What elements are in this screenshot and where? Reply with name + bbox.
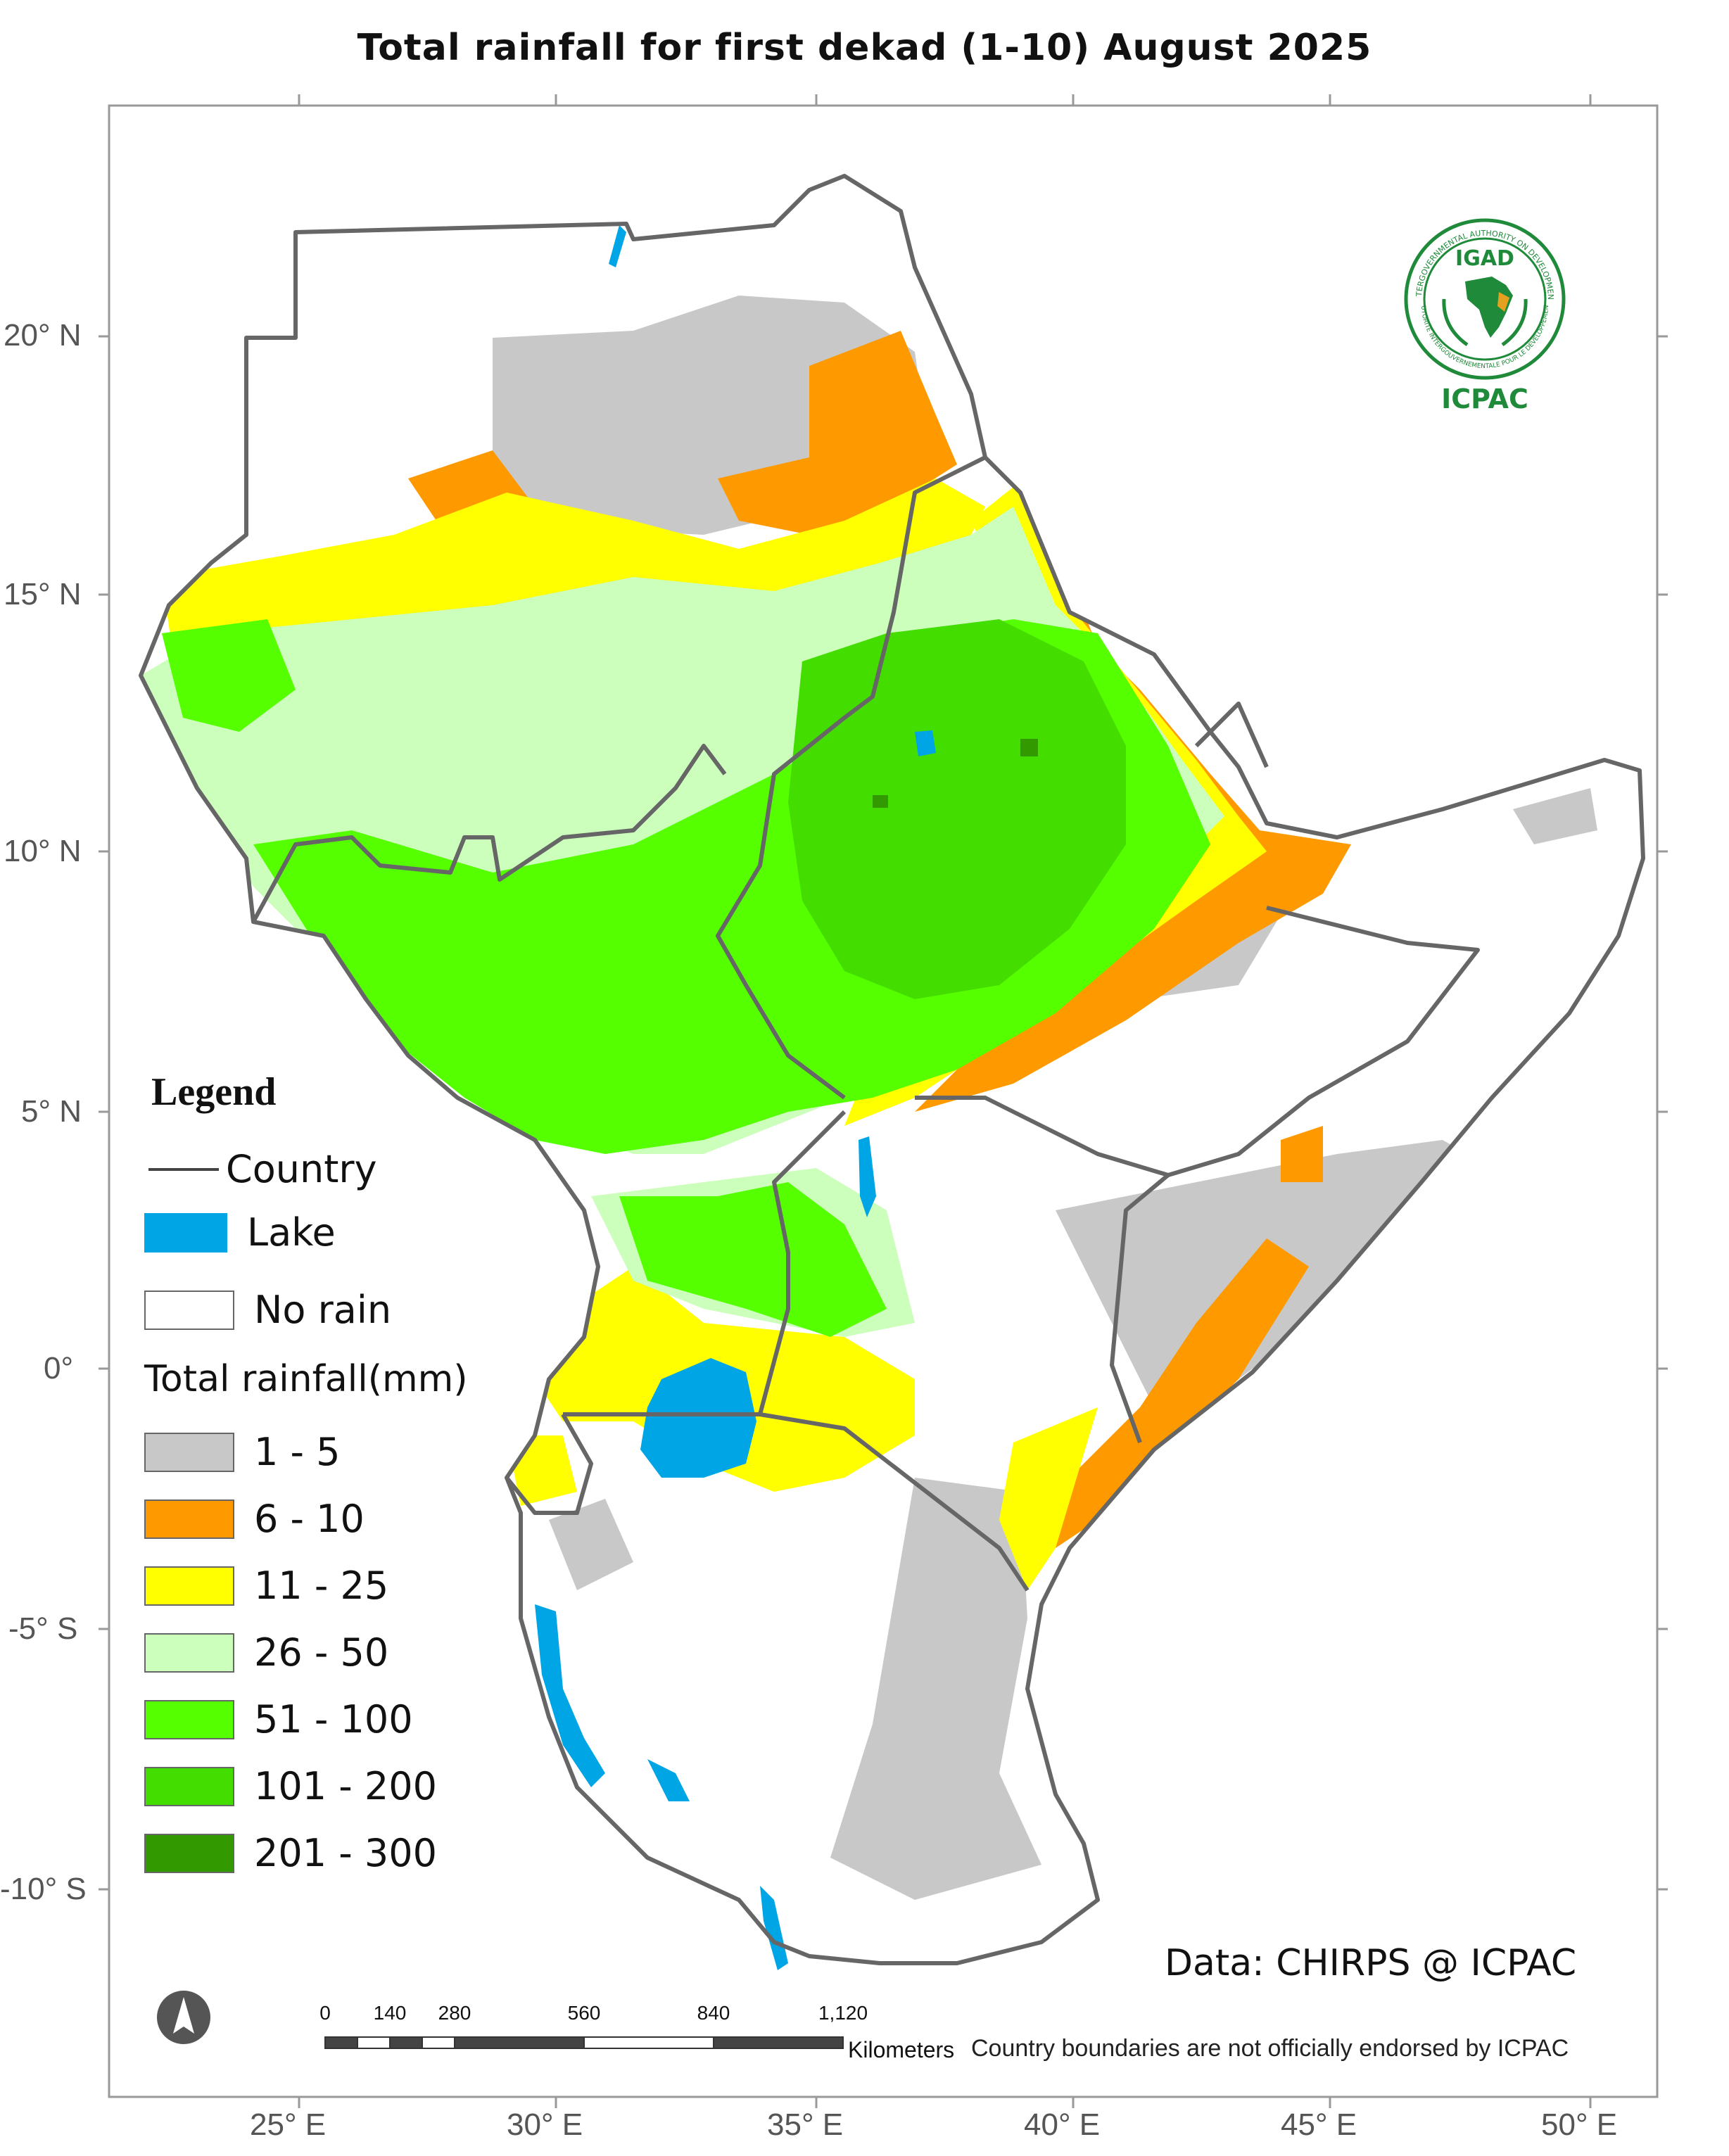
igad-icpac-logo: IGAD INTERGOVERNMENTAL AUTHORITY ON DEVE… — [1398, 208, 1569, 419]
rainfall-class-101-200 — [788, 619, 1126, 999]
legend-class-label: 26 - 50 — [254, 1630, 389, 1675]
swatch-26-50 — [144, 1632, 234, 1673]
lake-rukwa — [647, 1759, 690, 1801]
legend-no-rain: No rain — [144, 1288, 391, 1332]
swatch-51-100 — [144, 1699, 234, 1739]
legend-class-1: 1 - 5 — [144, 1430, 341, 1474]
x-tick-40e: 40° E — [1024, 2107, 1101, 2142]
legend-country-label: Country — [226, 1147, 377, 1191]
boundary-rwanda-burundi — [505, 1413, 593, 1515]
legend-class-label: 51 - 100 — [254, 1697, 413, 1742]
north-arrow-icon — [157, 1991, 210, 2044]
igad-emblem-icon: IGAD INTERGOVERNMENTAL AUTHORITY ON DEVE… — [1398, 208, 1566, 380]
boundary-ethiopia-somalia — [915, 906, 1480, 1177]
swatch-6-10 — [144, 1499, 234, 1539]
y-tick-5s: -5° S — [8, 1611, 78, 1646]
lake-tana — [915, 730, 936, 756]
y-tick-0: 0° — [44, 1351, 74, 1385]
scale-bar-graphic — [324, 2036, 844, 2049]
legend-title: Legend — [151, 1070, 277, 1114]
swatch-101-200 — [144, 1766, 234, 1806]
scale-unit: Kilometers — [848, 2037, 955, 2062]
lake-victoria — [640, 1358, 756, 1478]
legend-rainfall-heading: Total rainfall(mm) — [144, 1358, 468, 1400]
y-tick-15n: 15° N — [4, 577, 82, 611]
country-line-icon — [148, 1167, 219, 1171]
scale-tick: 1,120 — [818, 2002, 868, 2024]
lake-malawi — [760, 1886, 788, 1970]
legend-lake: Lake — [144, 1210, 336, 1255]
legend-class-label: 6 - 10 — [254, 1497, 365, 1541]
boundary-disclaimer: Country boundaries are not officially en… — [971, 2035, 1569, 2062]
country-boundaries — [139, 174, 1645, 1965]
scale-tick: 280 — [438, 2002, 471, 2024]
rainfall-class-1-5 — [493, 296, 1597, 1900]
x-tick-45e: 45° E — [1281, 2107, 1357, 2142]
y-tick-5n: 5° N — [21, 1094, 82, 1129]
swatch-1-5 — [144, 1432, 234, 1472]
no-rain-swatch — [144, 1290, 234, 1330]
scale-tick: 140 — [373, 2002, 407, 2024]
scale-tick: 0 — [319, 2002, 331, 2024]
boundary-sudan-ethiopia — [716, 455, 987, 1100]
legend-class-7: 201 - 300 — [144, 1831, 437, 1875]
legend-lake-label: Lake — [247, 1210, 336, 1255]
boundary-kenya — [758, 1110, 1170, 1592]
lakes — [535, 225, 936, 1970]
legend-country: Country — [144, 1147, 377, 1191]
lake-tanganyika — [535, 1604, 605, 1787]
y-tick-10n: 10° N — [4, 834, 82, 868]
legend: Legend Country Lake No rain Total rainfa… — [144, 1070, 510, 1893]
lake-swatch — [144, 1212, 227, 1253]
legend-no-rain-label: No rain — [254, 1288, 392, 1332]
region-outline — [139, 174, 1645, 1965]
legend-class-5: 51 - 100 — [144, 1697, 413, 1742]
x-tick-35e: 35° E — [767, 2107, 844, 2142]
map-title: Total rainfall for first dekad (1-10) Au… — [357, 27, 1372, 69]
x-tick-30e: 30° E — [507, 2107, 583, 2142]
x-tick-25e: 25° E — [250, 2107, 327, 2142]
rainfall-class-201-300 — [873, 739, 1038, 808]
legend-class-label: 1 - 5 — [254, 1430, 341, 1474]
y-tick-10s: -10° S — [0, 1872, 87, 1906]
legend-class-6: 101 - 200 — [144, 1764, 437, 1808]
legend-class-label: 101 - 200 — [254, 1764, 437, 1808]
boundary-horn — [1194, 702, 1269, 768]
rainfall-class-6-10 — [408, 331, 1351, 1548]
y-tick-20n: 20° N — [4, 318, 82, 353]
data-credit: Data: CHIRPS @ ICPAC — [1165, 1942, 1577, 1984]
scale-bar: 0 140 280 560 840 1,120 Kilometers — [313, 2002, 982, 2065]
logo-acronym: IGAD — [1455, 246, 1514, 271]
swatch-201-300 — [144, 1833, 234, 1873]
boundary-sudan-southsudan — [251, 744, 727, 923]
scale-tick: 840 — [697, 2002, 730, 2024]
legend-class-label: 11 - 25 — [254, 1564, 389, 1608]
legend-class-3: 11 - 25 — [144, 1564, 388, 1608]
legend-class-4: 26 - 50 — [144, 1630, 388, 1675]
logo-org: ICPAC — [1441, 383, 1528, 414]
scale-tick: 560 — [567, 2002, 601, 2024]
lake-turkana — [859, 1136, 876, 1217]
lake-nasser — [609, 225, 626, 267]
frame-ticks — [99, 94, 1668, 2108]
legend-class-2: 6 - 10 — [144, 1497, 365, 1541]
x-tick-50e: 50° E — [1541, 2107, 1618, 2142]
legend-class-label: 201 - 300 — [254, 1831, 437, 1875]
swatch-11-25 — [144, 1566, 234, 1606]
